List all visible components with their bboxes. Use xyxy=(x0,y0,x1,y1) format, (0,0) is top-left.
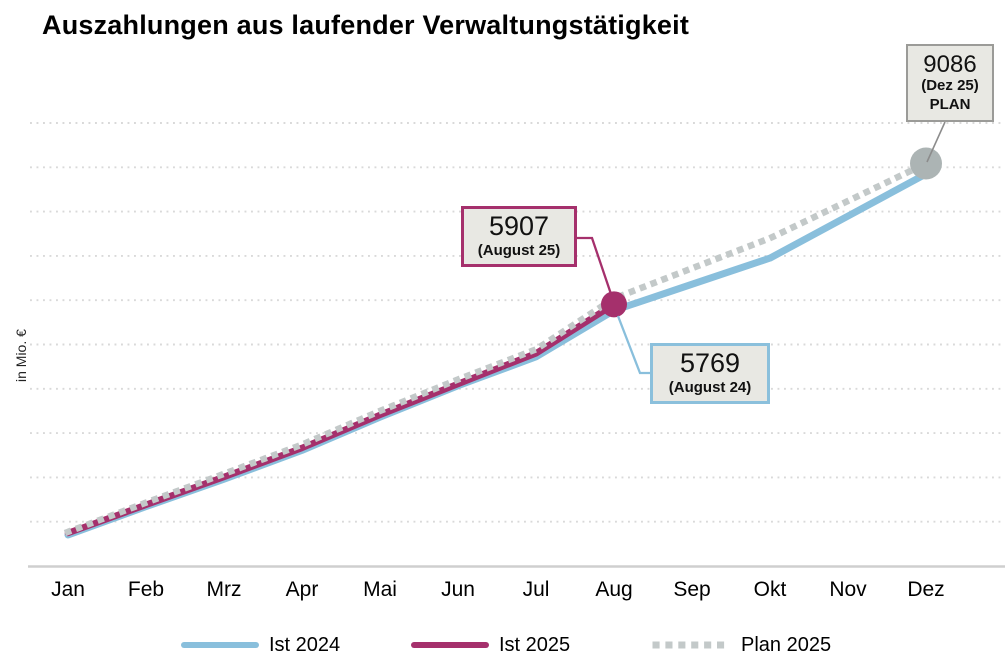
annotation-ist2024-aug: 5769 (August 24) xyxy=(650,343,770,404)
annotation-sublabel: PLAN xyxy=(929,95,971,113)
leader-ist2024 xyxy=(616,315,650,375)
annotation-value: 9086 xyxy=(923,50,977,78)
annotation-label: (August 24) xyxy=(668,378,752,396)
x-axis-label-dez: Dez xyxy=(907,578,945,601)
legend-item-plan-2025: Plan 2025 xyxy=(652,632,831,658)
x-axis-label-nov: Nov xyxy=(829,578,867,601)
leader-ist2025 xyxy=(577,236,614,298)
legend-line-swatch xyxy=(652,641,732,649)
x-axis-label-feb: Feb xyxy=(127,578,165,601)
annotation-ist2025-aug: 5907 (August 25) xyxy=(461,206,577,267)
marker-aug xyxy=(601,291,627,318)
legend-line-swatch xyxy=(181,642,259,648)
series-line-plan-2025 xyxy=(63,159,931,537)
legend-item-ist-2024: Ist 2024 xyxy=(180,632,340,658)
x-axis-label-mrz: Mrz xyxy=(206,578,242,601)
legend-line-swatch xyxy=(411,642,489,648)
annotation-value: 5907 xyxy=(488,211,550,242)
legend: Ist 2024 Ist 2025 Plan 2025 xyxy=(0,632,1008,664)
leader-plan xyxy=(926,121,946,163)
annotation-plan-dez: 9086 (Dez 25) PLAN xyxy=(906,44,994,122)
annotation-value: 5769 xyxy=(679,348,741,379)
x-axis-label-okt: Okt xyxy=(753,578,787,601)
x-axis-label-sep: Sep xyxy=(673,578,711,601)
x-axis-label-jun: Jun xyxy=(441,578,475,601)
annotation-label: (August 25) xyxy=(477,241,561,259)
x-axis-label-apr: Apr xyxy=(285,578,319,601)
legend-item-ist-2025: Ist 2025 xyxy=(410,632,570,658)
series-line-ist-2025 xyxy=(64,301,618,537)
legend-label: Plan 2025 xyxy=(741,633,832,656)
legend-label: Ist 2025 xyxy=(499,633,571,656)
legend-label: Ist 2024 xyxy=(269,633,341,656)
chart-title: Auszahlungen aus laufender Verwaltungstä… xyxy=(42,10,690,40)
annotation-label: (Dez 25) xyxy=(921,76,979,94)
marker-dez xyxy=(910,147,942,180)
x-axis-label-jul: Jul xyxy=(522,578,550,601)
x-axis-label-aug: Aug xyxy=(595,578,633,601)
x-axis-label-jan: Jan xyxy=(51,578,85,601)
x-axis-label-mai: Mai xyxy=(363,578,397,601)
